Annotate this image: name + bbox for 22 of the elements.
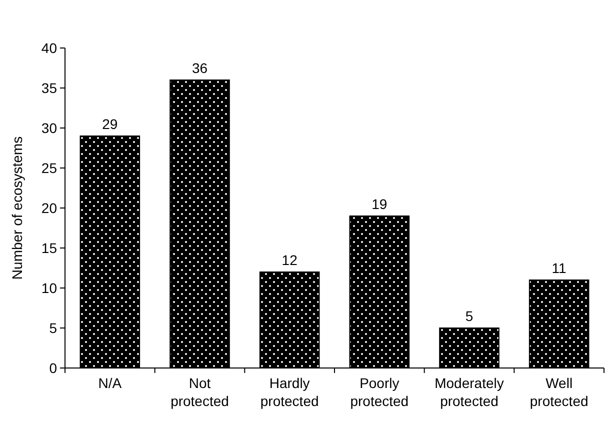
y-tick-label: 20 (41, 200, 58, 216)
y-tick-label: 0 (49, 360, 58, 376)
x-tick-label: Not protected (170, 375, 229, 409)
data-label: 19 (372, 196, 388, 212)
x-tick-label: Well protected (530, 375, 588, 409)
y-tick-label: 25 (41, 160, 58, 176)
y-tick-label: 40 (41, 40, 58, 56)
y-tick-label: 35 (41, 80, 58, 96)
data-label: 5 (465, 308, 474, 324)
data-label: 11 (552, 260, 567, 276)
x-tick-label: Poorly protected (350, 375, 409, 409)
y-tick-label: 10 (41, 280, 58, 296)
y-tick-label: 15 (41, 240, 58, 256)
data-label: 12 (282, 252, 298, 268)
x-tick-label: N/A (98, 375, 122, 391)
x-tick-label: Moderately protected (434, 375, 504, 409)
y-tick-label: 30 (41, 120, 58, 136)
x-tick-label: Hardly protected (260, 375, 319, 409)
y-tick-label: 5 (49, 320, 58, 336)
data-label: 29 (102, 116, 118, 132)
data-label: 36 (192, 60, 208, 76)
y-axis-title: Number of ecosystems (9, 136, 25, 280)
